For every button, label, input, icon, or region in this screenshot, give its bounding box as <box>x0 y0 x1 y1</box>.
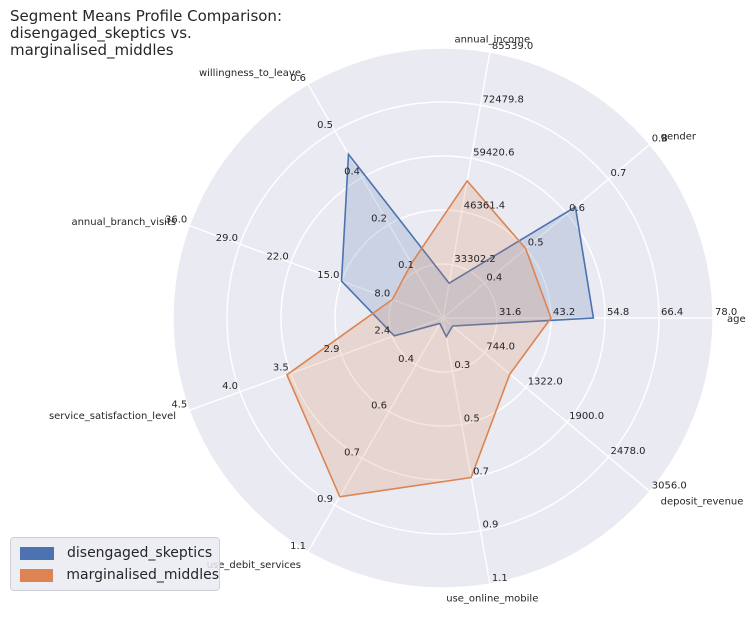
tick-label-annual-branch-visits-4: 29.0 <box>216 233 238 244</box>
tick-label-use-online-mobile-5: 1.1 <box>492 573 508 584</box>
tick-label-service-satisfaction-level-4: 4.0 <box>222 381 238 392</box>
tick-label-annual-income-1: 33302.2 <box>454 254 495 265</box>
tick-label-service-satisfaction-level-2: 2.9 <box>324 344 340 355</box>
series-marginalised-middles <box>285 179 552 498</box>
tick-label-deposit-revenue-2: 1322.0 <box>528 376 563 387</box>
legend-swatch-disengaged-skeptics <box>20 546 54 560</box>
chart-title-line-2: disengaged_skeptics vs. <box>10 24 192 42</box>
tick-label-age-3: 54.8 <box>607 307 629 318</box>
tick-label-gender-5: 0.8 <box>652 133 668 144</box>
legend-swatch-marginalised-middles <box>20 568 54 582</box>
spoke-willingness-to-leave <box>307 83 444 319</box>
spoke-deposit-revenue <box>442 317 651 493</box>
tick-label-gender-2: 0.5 <box>528 238 544 249</box>
tick-label-use-debit-services-5: 1.1 <box>290 541 306 552</box>
radar-series <box>285 152 595 498</box>
tick-label-gender-1: 0.4 <box>486 272 502 283</box>
tick-label-annual-income-2: 46361.4 <box>464 201 505 212</box>
tick-label-use-online-mobile-4: 0.9 <box>483 520 499 531</box>
tick-label-service-satisfaction-level-5: 4.5 <box>171 399 187 410</box>
tick-label-service-satisfaction-level-1: 2.4 <box>374 326 390 337</box>
series-disengaged-skeptics <box>340 152 595 339</box>
axis-label-age: age <box>727 314 746 325</box>
tick-label-willingness-to-leave-4: 0.5 <box>317 120 333 131</box>
axis-label-willingness-to-leave: willingness_to_leave <box>199 68 301 79</box>
tick-label-use-debit-services-4: 0.9 <box>317 494 333 505</box>
axis-label-use-online-mobile: use_online_mobile <box>446 594 538 605</box>
spoke-annual-branch-visits <box>189 224 444 319</box>
axis-label-gender: gender <box>661 131 697 142</box>
chart-title-line-1: Segment Means Profile Comparison: <box>10 7 282 25</box>
tick-label-annual-branch-visits-1: 8.0 <box>374 289 390 300</box>
axis-label-annual-income: annual_income <box>454 34 530 45</box>
tick-label-age-1: 31.6 <box>499 307 521 318</box>
tick-label-use-online-mobile-2: 0.5 <box>464 413 480 424</box>
tick-label-use-debit-services-2: 0.6 <box>371 401 387 412</box>
axis-label-annual-branch-visits: annual_branch_visits <box>71 217 176 228</box>
tick-label-gender-3: 0.6 <box>569 203 585 214</box>
legend-item-disengaged-skeptics: disengaged_skeptics <box>11 542 219 564</box>
radar-tick-labels: 31.6 43.2 54.8 66.4 78.0 0.4 0.5 0.6 0.7 0.8 33302… <box>165 41 737 584</box>
chart-legend: disengaged_skeptics marginalised_middles <box>10 537 220 591</box>
axis-label-deposit-revenue: deposit_revenue <box>661 497 744 508</box>
tick-label-use-online-mobile-3: 0.7 <box>473 467 489 478</box>
tick-label-deposit-revenue-1: 744.0 <box>486 342 515 353</box>
chart-title-line-3: marginalised_middles <box>10 41 174 59</box>
tick-label-age-4: 66.4 <box>661 307 683 318</box>
spoke-use-online-mobile <box>442 317 491 585</box>
tick-label-deposit-revenue-4: 2478.0 <box>611 446 646 457</box>
tick-label-use-online-mobile-1: 0.3 <box>454 360 470 371</box>
tick-label-gender-4: 0.7 <box>611 168 627 179</box>
tick-label-annual-income-4: 72479.8 <box>483 94 524 105</box>
spoke-use-debit-services <box>307 317 444 553</box>
tick-label-willingness-to-leave-3: 0.4 <box>344 167 360 178</box>
tick-label-use-debit-services-1: 0.4 <box>398 354 414 365</box>
tick-label-annual-income-5: 85539.0 <box>492 41 533 52</box>
legend-label-marginalised-middles: marginalised_middles <box>66 567 219 583</box>
radar-axis-labels: age gender annual_income willingness_to_lea… <box>49 34 746 604</box>
legend-label-disengaged-skeptics: disengaged_skeptics <box>67 545 213 561</box>
tick-label-willingness-to-leave-5: 0.6 <box>290 73 306 84</box>
tick-label-annual-branch-visits-5: 36.0 <box>165 215 187 226</box>
tick-label-deposit-revenue-3: 1900.0 <box>569 411 604 422</box>
axis-label-service-satisfaction-level: service_satisfaction_level <box>49 411 176 422</box>
tick-label-annual-branch-visits-2: 15.0 <box>317 270 339 281</box>
legend-item-marginalised-middles: marginalised_middles <box>11 564 219 586</box>
tick-label-use-debit-services-3: 0.7 <box>344 447 360 458</box>
spoke-annual-income <box>442 51 491 319</box>
tick-label-age-2: 43.2 <box>553 307 575 318</box>
tick-label-willingness-to-leave-2: 0.2 <box>371 214 387 225</box>
chart-title: Segment Means Profile Comparison: diseng… <box>10 8 282 59</box>
axis-label-use-debit-services: use_debit_services <box>207 560 301 571</box>
tick-label-annual-income-3: 59420.6 <box>473 148 514 159</box>
tick-label-annual-branch-visits-3: 22.0 <box>267 252 289 263</box>
tick-label-service-satisfaction-level-3: 3.5 <box>273 362 289 373</box>
spoke-gender <box>442 143 651 319</box>
tick-label-deposit-revenue-5: 3056.0 <box>652 481 687 492</box>
tick-label-age-5: 78.0 <box>715 307 737 318</box>
tick-label-willingness-to-leave-1: 0.1 <box>398 260 414 271</box>
